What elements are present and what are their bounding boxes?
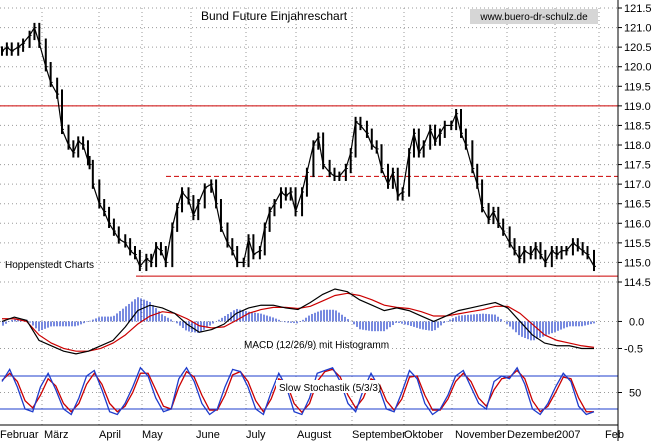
price-tick-label: 117.5 (624, 160, 651, 172)
price-segment (181, 191, 189, 201)
price-tick-label: 117.0 (624, 179, 651, 191)
price-segment (306, 144, 314, 173)
x-tick-label: May (142, 429, 163, 441)
price-segment (502, 230, 511, 244)
x-tick-label: Februar (0, 429, 39, 441)
price-segment (294, 191, 303, 212)
price-tick-label: 116.0 (624, 218, 651, 230)
price-segment (359, 125, 368, 134)
x-tick-label: Oktober (404, 429, 443, 441)
price-segment (50, 82, 58, 95)
website-link[interactable]: www.buero-dr-schulz.de (479, 12, 588, 23)
price-segment (380, 168, 389, 185)
price-segment (118, 238, 126, 244)
price-tick-label: 120.0 (624, 62, 652, 74)
price-segment (481, 207, 490, 220)
x-tick-label: June (196, 429, 220, 441)
macd-tick-label: -0.5 (624, 343, 643, 355)
x-tick-label: Feb (605, 429, 624, 441)
macd-line (1, 288, 594, 355)
x-tick-label: September (352, 429, 406, 441)
price-segment (204, 183, 212, 189)
price-segment (322, 164, 331, 173)
price-tick-label: 114.5 (624, 277, 651, 289)
price-tick-label: 118.0 (624, 140, 651, 152)
price-tick-label: 121.5 (624, 3, 652, 15)
stochastic-k-line (1, 366, 595, 416)
price-tick-label: 119.0 (624, 101, 651, 113)
price-series (1, 22, 596, 272)
x-tick-label: März (44, 429, 68, 441)
website-badge (470, 9, 598, 24)
x-tick-label: August (297, 429, 331, 441)
price-tick-label: 115.5 (624, 238, 651, 250)
price-tick-label: 116.5 (624, 199, 651, 211)
price-tick-label: 115.0 (624, 257, 651, 269)
price-tick-label: 119.5 (624, 81, 651, 93)
x-tick-label: 2007 (556, 429, 580, 441)
source-label: Hoppenstedt Charts (5, 260, 94, 271)
price-tick-label: 121.0 (624, 23, 652, 35)
price-segment (165, 227, 173, 263)
price-segment (61, 129, 70, 146)
price-segment (273, 191, 282, 205)
price-segment (139, 258, 147, 267)
price-segment (423, 129, 431, 146)
price-tick-label: 120.5 (624, 42, 652, 54)
price-segment (220, 226, 229, 244)
chart-title: Bund Future Einjahreschart (201, 9, 348, 23)
stochastic-label-box (276, 380, 380, 393)
x-tick-label: Dezember (507, 429, 558, 441)
macd-label: MACD (12/26/9) mit Histogramm (244, 340, 389, 351)
price-segment (523, 250, 532, 256)
price-segment (11, 46, 19, 52)
price-segment (92, 183, 100, 204)
x-tick-label: November (455, 429, 506, 441)
price-segment (253, 250, 261, 256)
price-segment (465, 144, 473, 169)
x-tick-label: April (99, 429, 121, 441)
x-tick-label: July (246, 429, 266, 441)
price-segment (338, 168, 347, 177)
price-segment (22, 35, 31, 44)
macd-signal-line (2, 292, 595, 352)
stochastic-tick-label: 50 (629, 388, 641, 400)
price-segment (565, 242, 574, 252)
price-segment (544, 250, 553, 263)
axis-labels: 114.5 115.0 115.5 116.0 116.5 117.0 117.5 118.0… (0, 0, 652, 441)
price-segment (402, 152, 410, 193)
price-segment (38, 43, 47, 67)
stochastic-d-line (1, 368, 594, 414)
price-segment (586, 254, 595, 267)
price-tick-label: 118.5 (624, 120, 651, 132)
stochastic-label: Slow Stochastik (5/3/3) (279, 383, 381, 394)
macd-tick-label: 0.0 (629, 316, 644, 328)
price-segment (197, 187, 206, 204)
macd-panel (0, 288, 618, 355)
